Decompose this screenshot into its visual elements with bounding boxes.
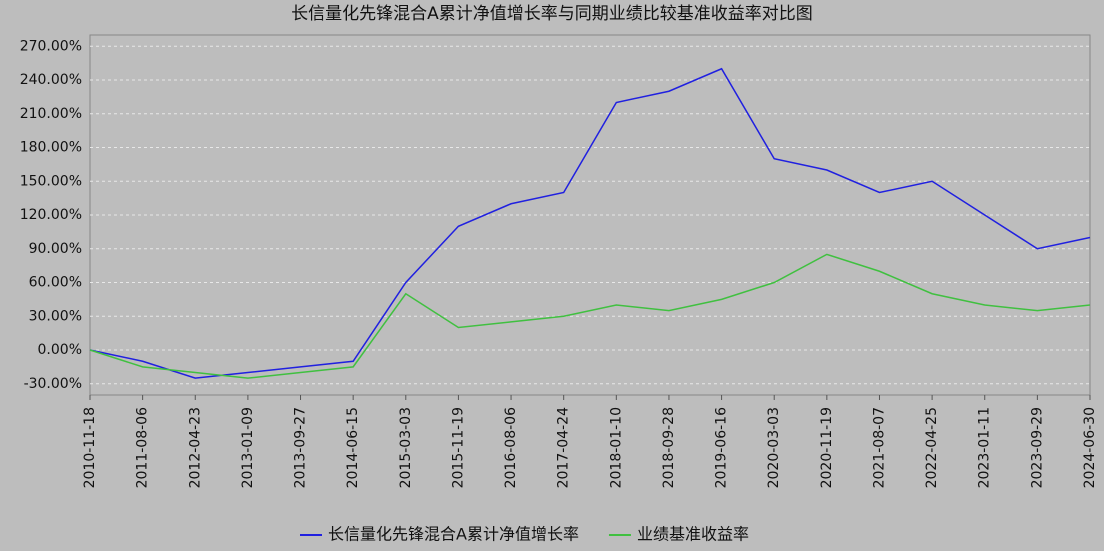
x-tick-label: 2017-04-24 bbox=[556, 407, 572, 488]
x-tick-label: 2024-06-30 bbox=[1082, 407, 1098, 488]
x-tick-label: 2018-09-28 bbox=[661, 407, 677, 488]
x-tick-label: 2014-06-15 bbox=[345, 407, 361, 488]
x-tick-label: 2022-04-25 bbox=[924, 407, 940, 488]
series-line bbox=[89, 67, 1091, 379]
y-tick-label: 120.00% bbox=[20, 207, 82, 223]
y-tick-label: -30.00% bbox=[24, 376, 82, 392]
x-tick-label: 2021-08-07 bbox=[871, 407, 887, 488]
y-tick-label: 30.00% bbox=[29, 308, 82, 324]
x-tick-label: 2016-08-06 bbox=[503, 407, 519, 488]
y-tick-label: 210.00% bbox=[20, 106, 82, 122]
x-tick-label: 2015-11-19 bbox=[450, 407, 466, 488]
x-tick-label: 2015-03-03 bbox=[398, 407, 414, 488]
x-tick-label: 2020-11-19 bbox=[819, 407, 835, 488]
x-tick-label: 2023-01-11 bbox=[977, 407, 993, 488]
y-tick-label: 180.00% bbox=[20, 140, 82, 156]
y-tick-label: 90.00% bbox=[29, 241, 82, 257]
x-tick-label: 2018-01-10 bbox=[608, 407, 624, 488]
x-tick-label: 2023-09-29 bbox=[1029, 407, 1045, 488]
x-tick-label: 2012-04-23 bbox=[187, 407, 203, 488]
y-tick-label: 150.00% bbox=[20, 173, 82, 189]
legend-label: 长信量化先锋混合A累计净值增长率 bbox=[328, 525, 579, 544]
x-tick-label: 2013-09-27 bbox=[293, 407, 309, 488]
x-tick-label: 2010-11-18 bbox=[82, 407, 98, 488]
y-tick-label: 270.00% bbox=[20, 38, 82, 54]
x-tick-label: 2013-01-09 bbox=[240, 407, 256, 488]
x-tick-label: 2020-03-03 bbox=[766, 407, 782, 488]
x-tick-label: 2011-08-06 bbox=[135, 407, 151, 488]
y-tick-label: 240.00% bbox=[20, 72, 82, 88]
series-line bbox=[89, 253, 1091, 379]
y-tick-label: 60.00% bbox=[29, 275, 82, 291]
y-tick-label: 0.00% bbox=[38, 342, 82, 358]
x-tick-label: 2019-06-16 bbox=[714, 407, 730, 488]
legend-label: 业绩基准收益率 bbox=[637, 525, 749, 544]
chart-title: 长信量化先锋混合A累计净值增长率与同期业绩比较基准收益率对比图 bbox=[291, 4, 813, 24]
